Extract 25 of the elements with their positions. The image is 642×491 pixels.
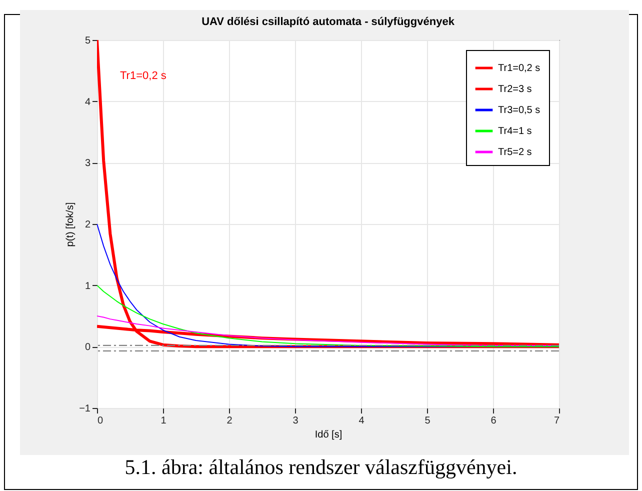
y-tick-label: 5 — [84, 36, 91, 46]
y-tick-label: −1 — [79, 404, 91, 414]
legend-label: Tr1=0,2 s — [498, 63, 540, 74]
chart-title: UAV dőlési csillapító automata - súlyfüggvények — [202, 16, 456, 28]
x-tick-label: 1 — [160, 416, 167, 426]
annotation: Tr1=0,2 s — [120, 70, 167, 82]
y-axis-title: p(t) [fok/s] — [65, 202, 76, 247]
y-tick-label: 0 — [84, 342, 91, 354]
legend-label: Tr2=3 s — [498, 84, 532, 95]
y-tick-label: 3 — [84, 158, 91, 170]
legend-label: Tr3=0,5 s — [498, 105, 540, 116]
legend-label: Tr5=2 s — [498, 147, 532, 158]
x-tick-label: 7 — [554, 416, 560, 426]
legend-label: Tr4=1 s — [498, 126, 532, 137]
x-tick-label: 0 — [98, 416, 104, 426]
x-tick-label: 2 — [226, 416, 233, 426]
y-tick-label: 2 — [84, 220, 91, 230]
x-tick-label: 3 — [292, 416, 299, 426]
text: 5.1. ábra: általános rendszer válaszfüggvényei. — [124, 455, 518, 480]
y-tick-label: 4 — [84, 96, 91, 108]
x-tick-label: 5 — [424, 416, 431, 426]
y-tick-label: 1 — [84, 280, 91, 292]
x-tick-label: 4 — [358, 416, 365, 426]
x-axis-title: Idő [s] — [314, 430, 342, 440]
x-tick-label: 6 — [490, 416, 497, 426]
